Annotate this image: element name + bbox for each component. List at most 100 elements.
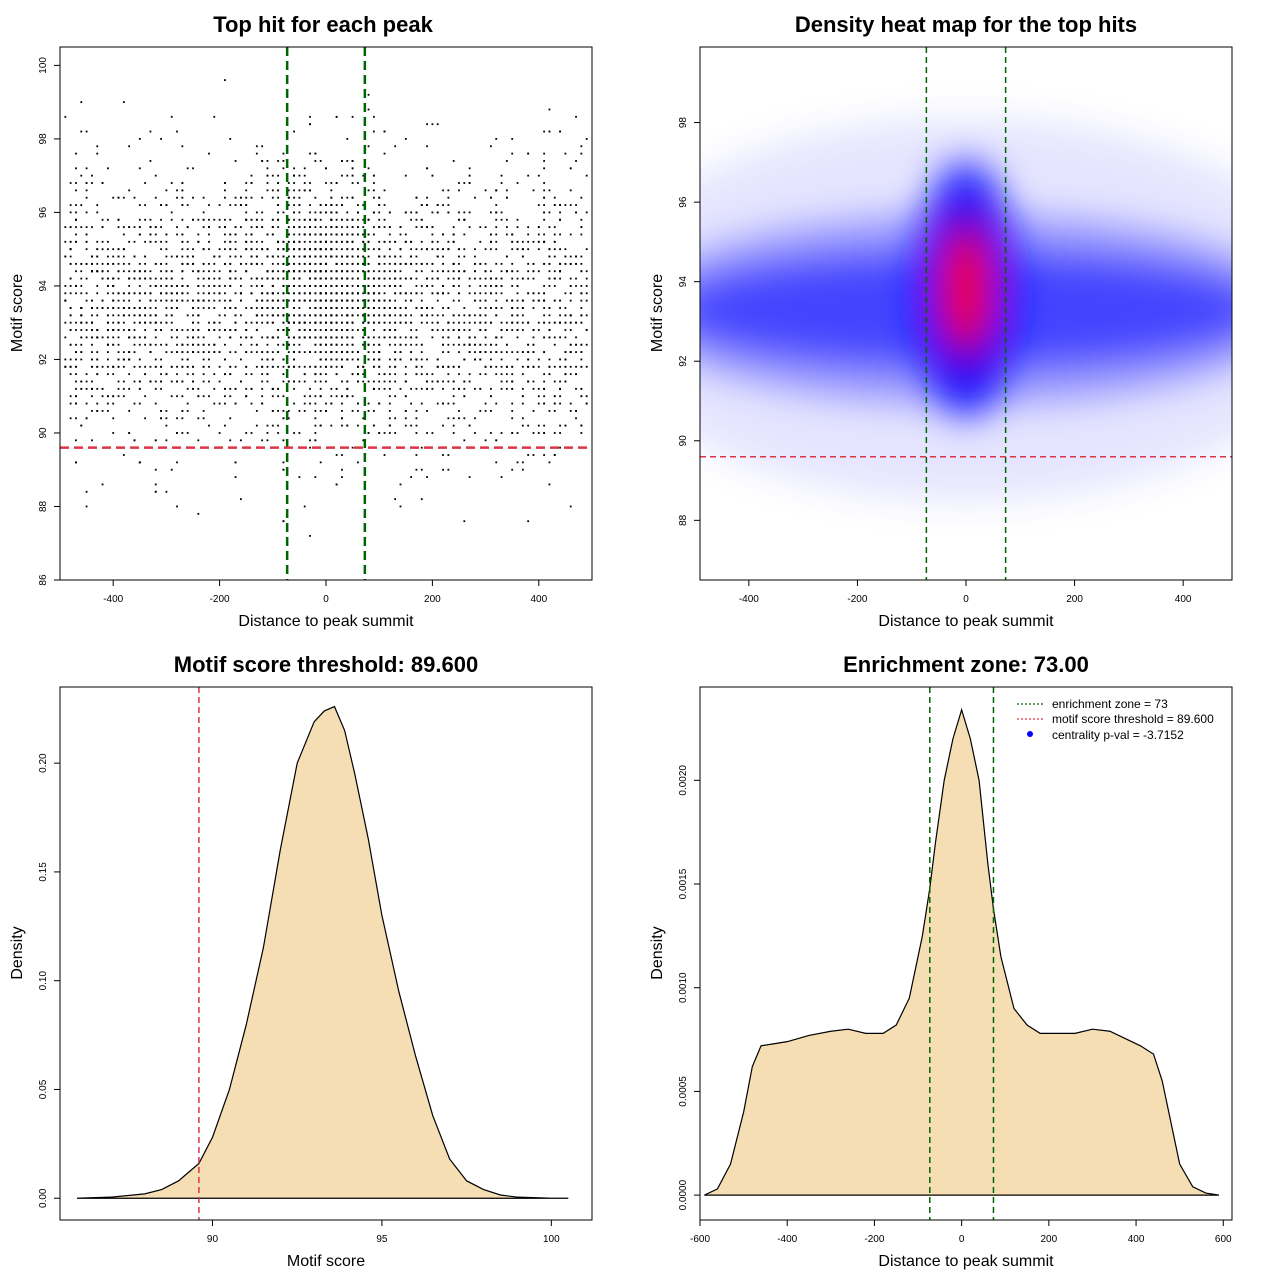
scatter-point <box>426 387 428 390</box>
scatter-point <box>580 218 583 221</box>
scatter-point <box>388 299 391 302</box>
scatter-point <box>372 321 375 324</box>
scatter-point <box>106 307 109 309</box>
scatter-point <box>314 270 317 273</box>
scatter-point <box>415 343 418 346</box>
scatter-point <box>431 277 434 280</box>
scatter-point <box>287 204 290 206</box>
scatter-point <box>314 476 317 478</box>
scatter-point <box>346 314 349 317</box>
scatter-point <box>319 277 322 280</box>
scatter-point <box>415 262 418 265</box>
scatter-point <box>383 292 386 295</box>
scatter-point <box>362 307 365 309</box>
scatter-point <box>564 358 567 361</box>
scatter-point <box>415 211 418 214</box>
scatter-point <box>309 226 311 229</box>
scatter-point <box>128 336 131 339</box>
scatter-point <box>293 314 295 317</box>
scatter-point <box>362 439 365 442</box>
scatter-point <box>362 380 365 383</box>
scatter-point <box>218 248 221 251</box>
scatter-point <box>404 233 407 236</box>
scatter-point <box>154 240 157 243</box>
scatter-point <box>474 262 476 265</box>
scatter-point <box>580 343 583 346</box>
scatter-point <box>468 343 471 346</box>
scatter-point <box>341 160 343 162</box>
scatter-point <box>553 454 556 456</box>
scatter-point <box>298 262 301 265</box>
scatter-point <box>250 285 253 287</box>
scatter-point <box>282 240 285 243</box>
scatter-point <box>463 182 466 184</box>
scatter-point <box>218 292 221 295</box>
scatter-point <box>330 182 333 184</box>
scatter-point <box>585 277 588 280</box>
scatter-point <box>202 351 205 353</box>
scatter-point <box>282 211 285 214</box>
distance-density-reference-lines <box>929 687 995 1220</box>
scatter-point <box>69 240 72 243</box>
scatter-point <box>357 329 359 331</box>
scatter-point <box>346 277 349 280</box>
scatter-point <box>495 285 498 287</box>
scatter-point <box>452 395 455 398</box>
scatter-point <box>96 358 99 361</box>
scatter-point <box>415 358 418 361</box>
heatmap-density <box>700 118 1232 501</box>
scatter-point <box>309 182 311 184</box>
scatter-point <box>548 255 551 258</box>
scatter-point <box>447 468 450 471</box>
scatter-point <box>341 468 343 471</box>
scatter-point <box>367 351 370 353</box>
scatter-point <box>101 365 104 368</box>
scatter-point <box>319 307 322 309</box>
scatter-point <box>367 336 370 339</box>
scatter-point <box>122 226 125 229</box>
x-tick-label: 0 <box>323 594 329 605</box>
scatter-point <box>527 321 530 324</box>
scatter-point <box>69 262 72 265</box>
scatter-point <box>287 292 290 295</box>
scatter-point <box>404 336 407 339</box>
scatter-point <box>372 336 375 339</box>
scatter-point <box>133 365 136 368</box>
distance-density-title: Enrichment zone: 73.00 <box>843 652 1089 677</box>
scatter-point <box>96 240 99 243</box>
scatter-point <box>239 358 242 361</box>
scatter-point <box>404 395 407 398</box>
scatter-point <box>516 358 519 361</box>
scatter-point <box>330 314 333 317</box>
scatter-point <box>420 387 423 390</box>
scatter-point <box>277 387 280 390</box>
scatter-point <box>149 299 152 302</box>
scatter-point <box>245 351 248 353</box>
scatter-point <box>192 314 194 317</box>
scatter-point <box>80 336 83 339</box>
scatter-point <box>75 395 77 398</box>
scatter-point <box>521 461 524 464</box>
score-density-x-label: Motif score <box>287 1253 365 1270</box>
scatter-point <box>479 387 482 390</box>
scatter-point <box>224 314 226 317</box>
scatter-point <box>569 299 572 302</box>
scatter-point <box>245 211 248 214</box>
scatter-point <box>394 365 397 368</box>
scatter-point <box>495 233 498 236</box>
scatter-point <box>234 351 237 353</box>
scatter-point <box>282 520 285 523</box>
scatter-point <box>495 336 498 339</box>
scatter-point <box>458 329 460 331</box>
scatter-point <box>575 343 577 346</box>
scatter-point <box>75 218 77 221</box>
scatter-point <box>117 196 120 199</box>
scatter-point <box>319 365 322 368</box>
scatter-point <box>351 307 354 309</box>
scatter-point <box>75 182 77 184</box>
scatter-point <box>128 270 131 273</box>
scatter-point <box>261 248 264 251</box>
scatter-point <box>516 292 519 295</box>
scatter-point <box>309 329 311 331</box>
scatter-point <box>160 329 162 331</box>
